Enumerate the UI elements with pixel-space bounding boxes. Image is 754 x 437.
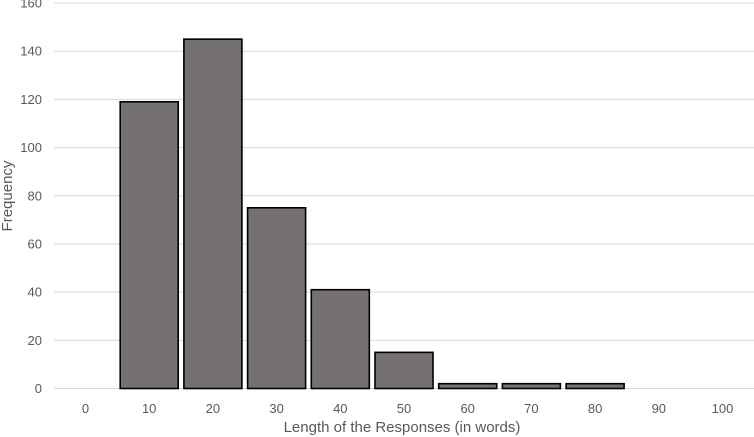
x-axis-title: Length of the Responses (in words)	[284, 419, 521, 436]
bar-50	[374, 351, 434, 390]
bar-40	[310, 288, 371, 390]
y-tick-label-140: 140	[20, 44, 42, 59]
bar-10	[119, 100, 179, 390]
y-tick-label-40: 40	[28, 285, 42, 300]
y-tick-label-100: 100	[20, 140, 42, 155]
bar-60	[437, 382, 498, 390]
x-tick-label-30: 30	[269, 401, 283, 416]
bar-20	[183, 38, 243, 390]
x-tick-label-40: 40	[333, 401, 347, 416]
y-tick-labels: 0 20 40 60 80 100 120 140 160	[20, 0, 42, 396]
y-tick-label-20: 20	[28, 333, 42, 348]
y-tick-label-160: 160	[20, 0, 42, 11]
x-tick-labels: 0 10 20 30 40 50 60 70 80 90 100	[82, 401, 733, 416]
bar-70	[501, 382, 562, 390]
x-tick-label-60: 60	[460, 401, 474, 416]
bar-30	[246, 206, 307, 390]
y-tick-label-80: 80	[28, 188, 42, 203]
x-tick-label-50: 50	[397, 401, 411, 416]
bar-80	[565, 382, 625, 390]
x-tick-label-70: 70	[524, 401, 538, 416]
x-tick-label-0: 0	[82, 401, 89, 416]
x-tick-label-20: 20	[206, 401, 220, 416]
y-tick-label-60: 60	[28, 236, 42, 251]
x-tick-label-10: 10	[142, 401, 156, 416]
x-tick-label-80: 80	[588, 401, 602, 416]
y-axis-title: Frequency	[0, 160, 16, 231]
bars	[119, 38, 625, 390]
y-tick-label-120: 120	[20, 92, 42, 107]
x-tick-label-100: 100	[712, 401, 734, 416]
y-tick-label-0: 0	[35, 381, 42, 396]
x-tick-label-90: 90	[652, 401, 666, 416]
